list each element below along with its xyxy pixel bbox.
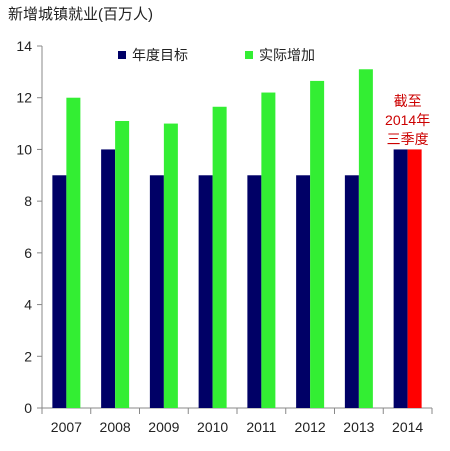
bar: [149, 175, 164, 408]
annotation-text: 三季度: [387, 131, 429, 147]
bar: [66, 97, 81, 408]
bar: [310, 80, 325, 409]
y-tick-label: 8: [24, 193, 32, 209]
bar: [52, 175, 67, 408]
x-tick-label: 2007: [51, 419, 82, 435]
bar: [163, 123, 178, 409]
bar: [247, 175, 262, 408]
y-tick-label: 12: [16, 90, 32, 106]
y-tick-label: 10: [16, 141, 32, 157]
x-tick-label: 2013: [343, 419, 374, 435]
axes: 0 2 4 6 8 10 12 14 2007 2008 2009 2010 2011 2012 2013 2…: [16, 38, 433, 435]
x-tick-label: 2014: [392, 419, 423, 435]
bar: [344, 175, 359, 408]
bar: [407, 149, 422, 408]
bar: [212, 106, 227, 408]
bar: [115, 120, 130, 408]
bar: [393, 149, 408, 408]
bar: [296, 175, 311, 408]
legend-swatch: [118, 51, 126, 59]
x-tick-label: 2012: [295, 419, 326, 435]
bar: [198, 175, 213, 408]
annotation-text: 2014年: [385, 112, 430, 128]
x-tick-label: 2009: [148, 419, 179, 435]
legend-label: 实际增加: [259, 47, 315, 63]
bars: [52, 69, 422, 409]
bar: [358, 69, 373, 409]
y-tick-label: 2: [24, 348, 32, 364]
x-tick-label: 2010: [197, 419, 228, 435]
x-tick-label: 2008: [100, 419, 131, 435]
x-tick-label: 2011: [246, 419, 276, 435]
legend-label: 年度目标: [132, 47, 188, 63]
bar: [261, 92, 276, 409]
y-tick-label: 14: [16, 38, 32, 54]
annotation-text: 截至: [394, 93, 422, 109]
y-tick-label: 6: [24, 245, 32, 261]
legend: 年度目标 实际增加: [118, 47, 315, 63]
chart-title: 新增城镇就业(百万人): [8, 6, 153, 23]
y-tick-label: 0: [24, 400, 32, 416]
y-tick-label: 4: [24, 297, 32, 313]
bar: [101, 149, 116, 408]
legend-swatch: [245, 51, 253, 59]
